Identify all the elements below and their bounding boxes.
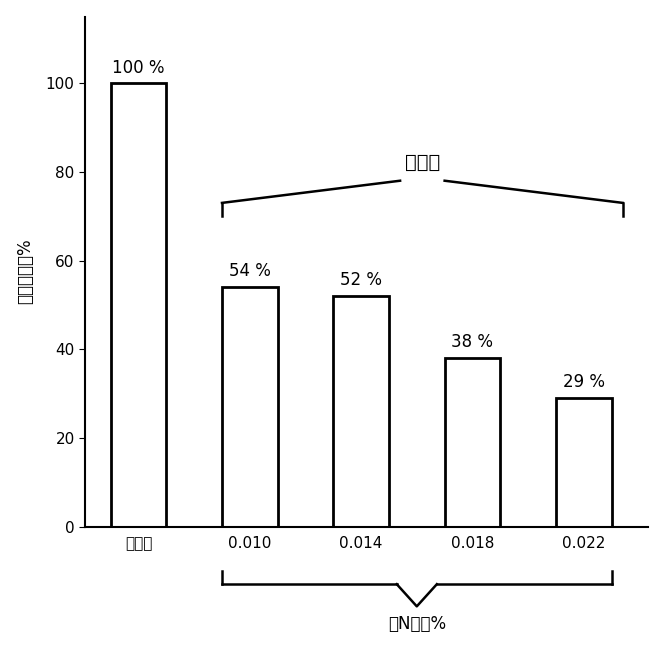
Bar bbox=[445, 358, 500, 527]
Bar bbox=[110, 83, 166, 527]
Text: 29 %: 29 % bbox=[563, 373, 604, 391]
Text: 100 %: 100 % bbox=[112, 58, 165, 76]
Text: 52 %: 52 % bbox=[340, 272, 382, 290]
Text: 54 %: 54 % bbox=[229, 262, 271, 281]
Y-axis label: 相对韧性，%: 相对韧性，% bbox=[17, 239, 35, 305]
Text: 时效后: 时效后 bbox=[405, 153, 440, 172]
Bar bbox=[222, 287, 278, 527]
Text: （N），%: （N），% bbox=[388, 615, 446, 633]
Bar bbox=[556, 398, 612, 527]
Text: 38 %: 38 % bbox=[452, 334, 493, 351]
Bar bbox=[333, 296, 389, 527]
